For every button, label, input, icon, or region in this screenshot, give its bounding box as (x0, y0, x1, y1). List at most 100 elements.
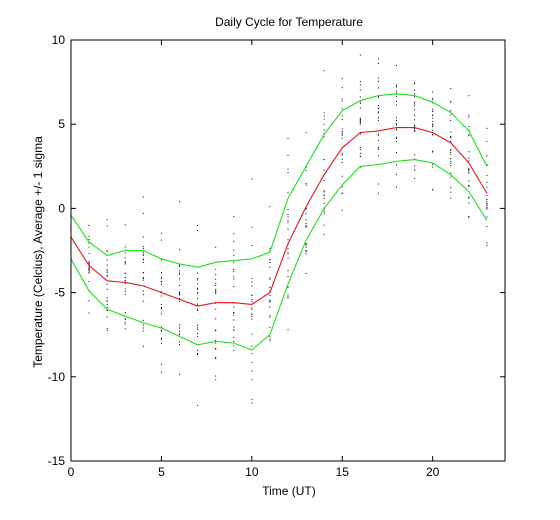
scatter-point (341, 186, 343, 188)
scatter-point (414, 105, 416, 107)
scatter-point (323, 213, 325, 215)
scatter-point (396, 84, 397, 86)
scatter-point (215, 329, 217, 331)
scatter-point (396, 65, 397, 67)
scatter-point (197, 278, 199, 280)
scatter-point (323, 180, 325, 182)
scatter-point (233, 215, 235, 217)
scatter-point (305, 219, 307, 221)
scatter-point (468, 135, 470, 137)
scatter-point (197, 304, 199, 306)
scatter-point (160, 232, 162, 234)
scatter-point (377, 148, 379, 150)
scatter-point (396, 140, 397, 142)
scatter-point (377, 120, 379, 122)
scatter-point (106, 288, 108, 290)
scatter-point (215, 278, 217, 280)
scatter-point (414, 119, 416, 121)
scatter-point (414, 82, 416, 84)
scatter-point (233, 269, 235, 271)
scatter-point (323, 70, 325, 72)
scatter-point (88, 280, 90, 282)
scatter-point (269, 306, 271, 308)
scatter-point (377, 139, 379, 141)
scatter-point (197, 272, 199, 274)
scatter-point (233, 312, 235, 314)
scatter-point (287, 208, 289, 210)
scatter-point (305, 242, 307, 244)
scatter-point (251, 178, 253, 180)
scatter-point (450, 137, 452, 139)
scatter-point (269, 262, 271, 264)
scatter-point (251, 318, 253, 320)
scatter-point (450, 160, 452, 162)
scatter-point (124, 246, 126, 248)
scatter-point (142, 300, 144, 302)
scatter-point (432, 125, 434, 127)
scatter-point (450, 162, 452, 164)
scatter-point (160, 304, 162, 306)
scatter-point (124, 323, 126, 325)
scatter-point (468, 168, 470, 170)
scatter-point (142, 319, 144, 321)
scatter-point (269, 299, 271, 301)
x-tick-label: 0 (68, 465, 75, 479)
scatter-point (359, 103, 361, 105)
scatter-point (142, 290, 144, 292)
scatter-point (179, 344, 180, 346)
scatter-point (450, 152, 452, 154)
scatter-point (432, 163, 434, 165)
scatter-point (251, 294, 253, 296)
scatter-point (179, 278, 180, 280)
scatter-point (305, 244, 307, 246)
scatter-point (142, 258, 144, 260)
scatter-point (142, 246, 144, 248)
scatter-point (197, 352, 199, 354)
scatter-point (486, 204, 488, 206)
scatter-point (179, 341, 180, 343)
scatter-point (179, 270, 180, 272)
scatter-point (450, 100, 452, 102)
scatter-point (142, 236, 144, 238)
scatter-point (341, 115, 343, 117)
scatter-point (233, 240, 235, 242)
scatter-point (251, 370, 253, 372)
scatter-point (106, 264, 108, 266)
scatter-point (269, 277, 271, 279)
x-tick-label: 10 (245, 465, 259, 479)
scatter-point (88, 267, 90, 269)
scatter-point (359, 107, 361, 109)
scatter-point (414, 126, 416, 128)
scatter-point (414, 154, 416, 156)
scatter-point (359, 133, 361, 135)
scatter-point (88, 263, 90, 265)
scatter-point (486, 201, 488, 203)
axes-layer: 0 5 10 15 20 -15 -10 -5 0 5 10 (48, 33, 506, 479)
scatter-point (450, 141, 452, 143)
scatter-point (197, 308, 199, 310)
plot-area-frame (70, 39, 506, 462)
scatter-point (377, 107, 379, 109)
scatter-point (287, 216, 289, 218)
scatter-point (124, 272, 126, 274)
scatter-point (396, 100, 397, 102)
scatter-point (341, 133, 343, 135)
scatter-point (396, 90, 397, 92)
scatter-point (414, 89, 416, 91)
scatter-point (124, 280, 126, 282)
scatter-point (359, 120, 361, 122)
scatter-point (142, 278, 144, 280)
scatter-point (396, 123, 397, 125)
scatter-point (106, 250, 108, 252)
scatter-point (251, 379, 253, 381)
x-tick-label: 20 (426, 465, 440, 479)
scatter-point (432, 166, 434, 168)
x-tick-label: 5 (158, 465, 165, 479)
scatter-point (251, 244, 253, 246)
scatter-point (468, 114, 470, 116)
scatter-point (341, 100, 343, 102)
scatter-point (197, 287, 199, 289)
scatter-point (396, 129, 397, 131)
scatter-point (106, 274, 108, 276)
scatter-point (323, 209, 325, 211)
